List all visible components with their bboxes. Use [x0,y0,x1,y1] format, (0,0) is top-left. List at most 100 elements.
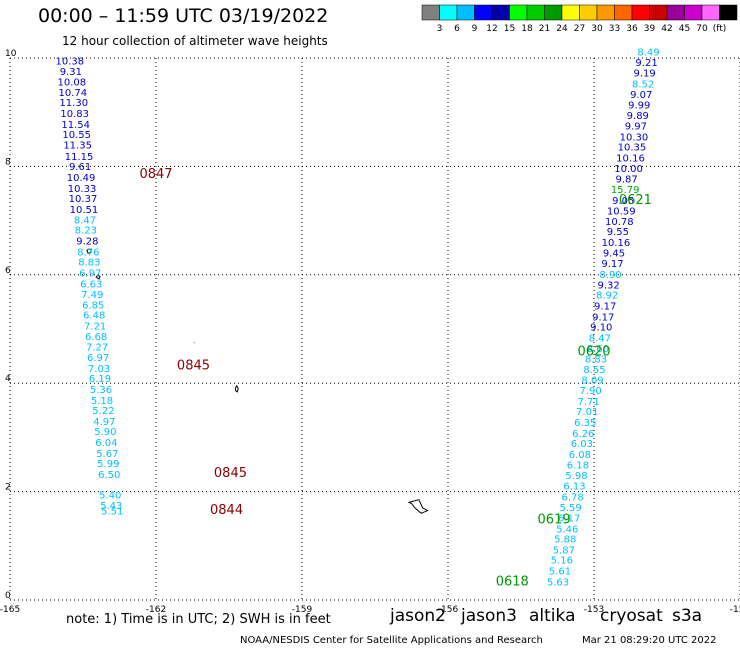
wave-height-label: 9.17 [601,259,623,270]
wave-height-label: 9.45 [603,248,625,259]
y-tick-label: 8 [5,157,11,167]
wave-height-label: 5.90 [94,427,116,438]
x-tick-label: -156 [438,605,459,615]
wave-height-label: 10.08 [57,78,86,89]
wave-height-label: 6.97 [87,353,109,364]
wave-height-label: 9.17 [594,301,616,312]
wave-height-label: 8.47 [589,333,611,344]
wave-height-label: 9.32 [597,280,619,291]
wave-height-label: 10.83 [60,109,89,120]
wave-height-label: 9.97 [625,122,647,133]
wave-height-label: 10.30 [620,132,649,143]
wave-height-label: 10.16 [616,154,645,165]
wave-height-label: 8.90 [599,270,621,281]
legend-swatch [561,4,580,21]
wave-height-label: 6.35 [574,418,596,429]
wave-height-label: 9.05 [612,196,634,207]
satellite-label-altika: altika [529,606,576,626]
legend-label: 30 [591,24,603,34]
y-tick-label: 6 [5,266,11,276]
wave-height-label: 6.04 [95,438,117,449]
legend-label: 9 [472,24,478,34]
legend-swatch [631,4,650,21]
x-tick-label: -165 [0,605,20,615]
wave-height-label: 6.97 [79,268,101,279]
chart-subtitle: 12 hour collection of altimeter wave hei… [62,34,328,48]
wave-height-label: 6.78 [561,492,583,503]
legend-swatch [666,4,685,21]
time-labels: 0847 0845 0845 0844 0621 0620 0619 0618 [139,167,651,590]
legend-label: 42 [661,24,672,34]
pass-time-label: 0618 [496,574,529,589]
legend-swatch [596,4,615,21]
legend-label: 6 [454,24,460,34]
wave-height-label: 5.40 [99,491,121,502]
legend-swatch [491,4,510,21]
legend-label: 18 [521,24,533,34]
pass-time-label: 0620 [577,345,610,360]
wave-height-label: 11.15 [65,152,94,163]
wave-height-label: 10.59 [607,207,636,218]
wave-height-label: 11.30 [59,98,88,109]
chart-title: 00:00 – 11:59 UTC 03/19/2022 [38,5,329,27]
wave-height-label: 5.22 [92,406,114,417]
wave-height-label: 10.35 [618,143,647,154]
wave-height-label: 5.51 [101,506,123,517]
wave-height-label: 9.17 [592,312,614,323]
wave-height-label: 6.19 [89,374,111,385]
wave-height-label: 5.36 [90,385,112,396]
legend-label: 45 [679,24,690,34]
wave-height-label: 5.99 [97,459,119,470]
wave-height-label: 5.88 [554,535,576,546]
wave-height-label: 9.21 [635,58,657,69]
pass-time-label: 0847 [139,167,172,182]
wave-height-label: 6.50 [98,470,120,481]
wave-height-label: 9.19 [633,68,655,79]
wave-height-label: 10.33 [68,184,97,195]
wave-height-label: 9.99 [628,100,650,111]
legend-label: 21 [539,24,550,34]
legend-swatch [684,4,703,21]
legend-label: (ft) [713,24,727,34]
island-necker [234,384,239,393]
wave-height-label: 9.07 [630,90,652,101]
wave-height-label: 7.21 [84,322,106,333]
legend-swatch [649,4,668,21]
wave-height-label: 10.51 [70,205,99,216]
legend-swatch [509,4,528,21]
wave-height-label: 9.31 [60,67,82,78]
island-french-frigate [407,499,429,514]
wave-height-label: 8.83 [585,355,607,366]
data-points: 10.389.3110.0810.7411.3010.8311.5410.551… [56,47,660,588]
satellite-label-jason2: jason2 [390,606,446,626]
wave-height-label: 11.54 [61,120,90,131]
wave-height-label: 10.37 [69,194,98,205]
credit-line: NOAA/NESDIS Center for Satellite Applica… [240,635,543,646]
grid-lines [9,57,740,601]
wave-height-label: 10.74 [58,88,87,99]
legend-swatch [701,4,720,21]
wave-height-label: 7.01 [576,407,598,418]
wave-height-label: 10.00 [614,164,643,175]
wave-height-label: 8.47 [74,215,96,226]
wave-height-label: 15.79 [611,185,640,196]
island-outlines [86,248,429,514]
wave-height-label: 7.27 [86,343,108,354]
legend-swatch [614,4,633,21]
wave-height-label: 8.52 [632,79,654,90]
wave-height-label: 5.16 [551,556,573,567]
wave-height-label: 8.55 [583,365,605,376]
color-legend: 3 6 9 12 15 18 21 24 27 30 33 36 39 42 45 70 (ft) [421,4,738,34]
wave-height-label: 8.83 [78,258,100,269]
legend-label: 12 [486,24,497,34]
y-tick-label: 2 [5,483,11,493]
island-niihau [95,274,101,280]
wave-height-label: 8.09 [581,376,603,387]
legend-label: 33 [609,24,620,34]
wave-height-label: 6.03 [571,439,593,450]
legend-label: 27 [574,24,585,34]
y-tick-label: 10 [5,49,17,59]
wave-height-label: 6.08 [569,450,591,461]
wave-height-label: 9.87 [615,175,637,186]
